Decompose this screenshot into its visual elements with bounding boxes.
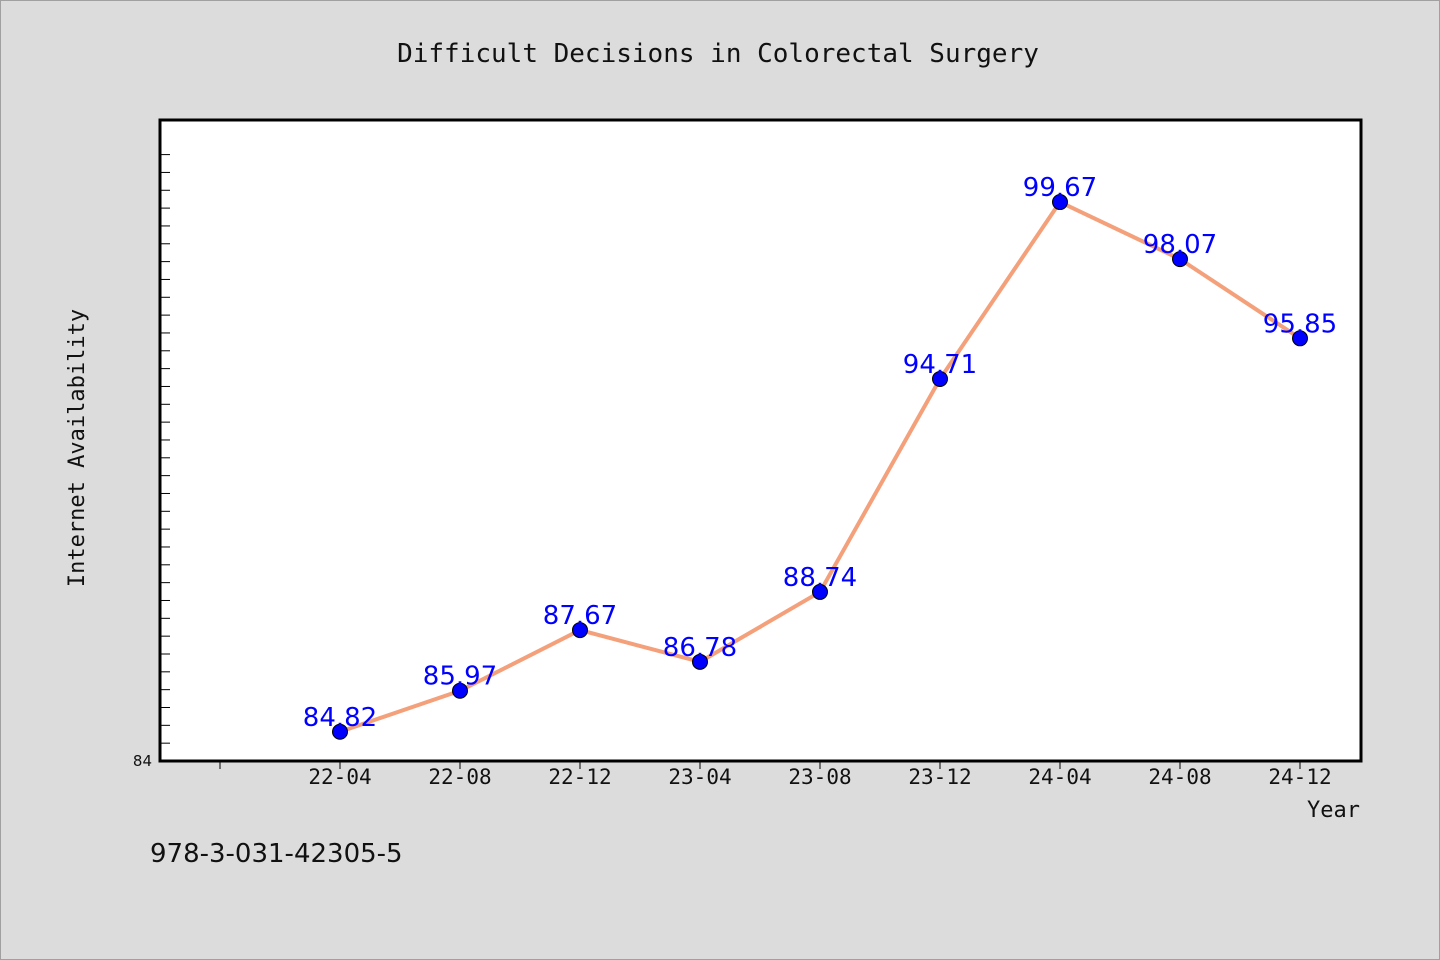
plot-area (158, 118, 1363, 763)
x-tick-label: 24-08 (1148, 765, 1211, 789)
data-point (572, 622, 588, 639)
chart-title: Difficult Decisions in Colorectal Surger… (397, 39, 1039, 69)
x-tick-label: 23-04 (668, 765, 731, 789)
data-point (452, 682, 468, 699)
data-point (932, 370, 948, 387)
x-tick-label: 24-04 (1028, 765, 1091, 789)
data-label: 87.67 (543, 601, 617, 631)
series-layer: 84.82 85.97 87.67 86.78 88.74 94.71 99.67 98.07… (303, 173, 1337, 740)
data-point (812, 583, 828, 600)
x-tick-label: 22-08 (428, 765, 491, 789)
x-tick-label: 23-08 (788, 765, 851, 789)
data-label: 86.78 (663, 633, 737, 663)
x-tick-label: 23-12 (908, 765, 971, 789)
x-tick-label: 22-04 (308, 765, 371, 789)
data-label: 99.67 (1023, 173, 1097, 203)
x-axis-tick-labels: 22-04 22-08 22-12 23-04 23-08 23-12 24-04 24-08… (308, 765, 1331, 789)
x-tick-label: 24-12 (1268, 765, 1331, 789)
data-point (1172, 251, 1188, 268)
y-axis-label: Internet Availability (65, 309, 90, 587)
data-point (1052, 194, 1068, 211)
footnote-isbn: 978-3-031-42305-5 (150, 839, 403, 869)
data-label: 94.71 (903, 350, 977, 380)
x-axis-ticks (219, 761, 1301, 769)
data-label: 85.97 (423, 662, 497, 692)
y-axis-ticks (160, 154, 170, 744)
data-label: 84.82 (303, 703, 377, 733)
data-label: 95.85 (1263, 309, 1337, 339)
y-axis-min-label: 84 (133, 752, 152, 770)
data-point (1292, 330, 1308, 347)
data-label: 88.74 (783, 563, 857, 593)
x-axis-label: Year (1307, 798, 1360, 823)
x-tick-label: 22-12 (548, 765, 611, 789)
data-label: 98.07 (1143, 230, 1217, 260)
data-point (332, 723, 348, 740)
data-point (692, 653, 708, 670)
